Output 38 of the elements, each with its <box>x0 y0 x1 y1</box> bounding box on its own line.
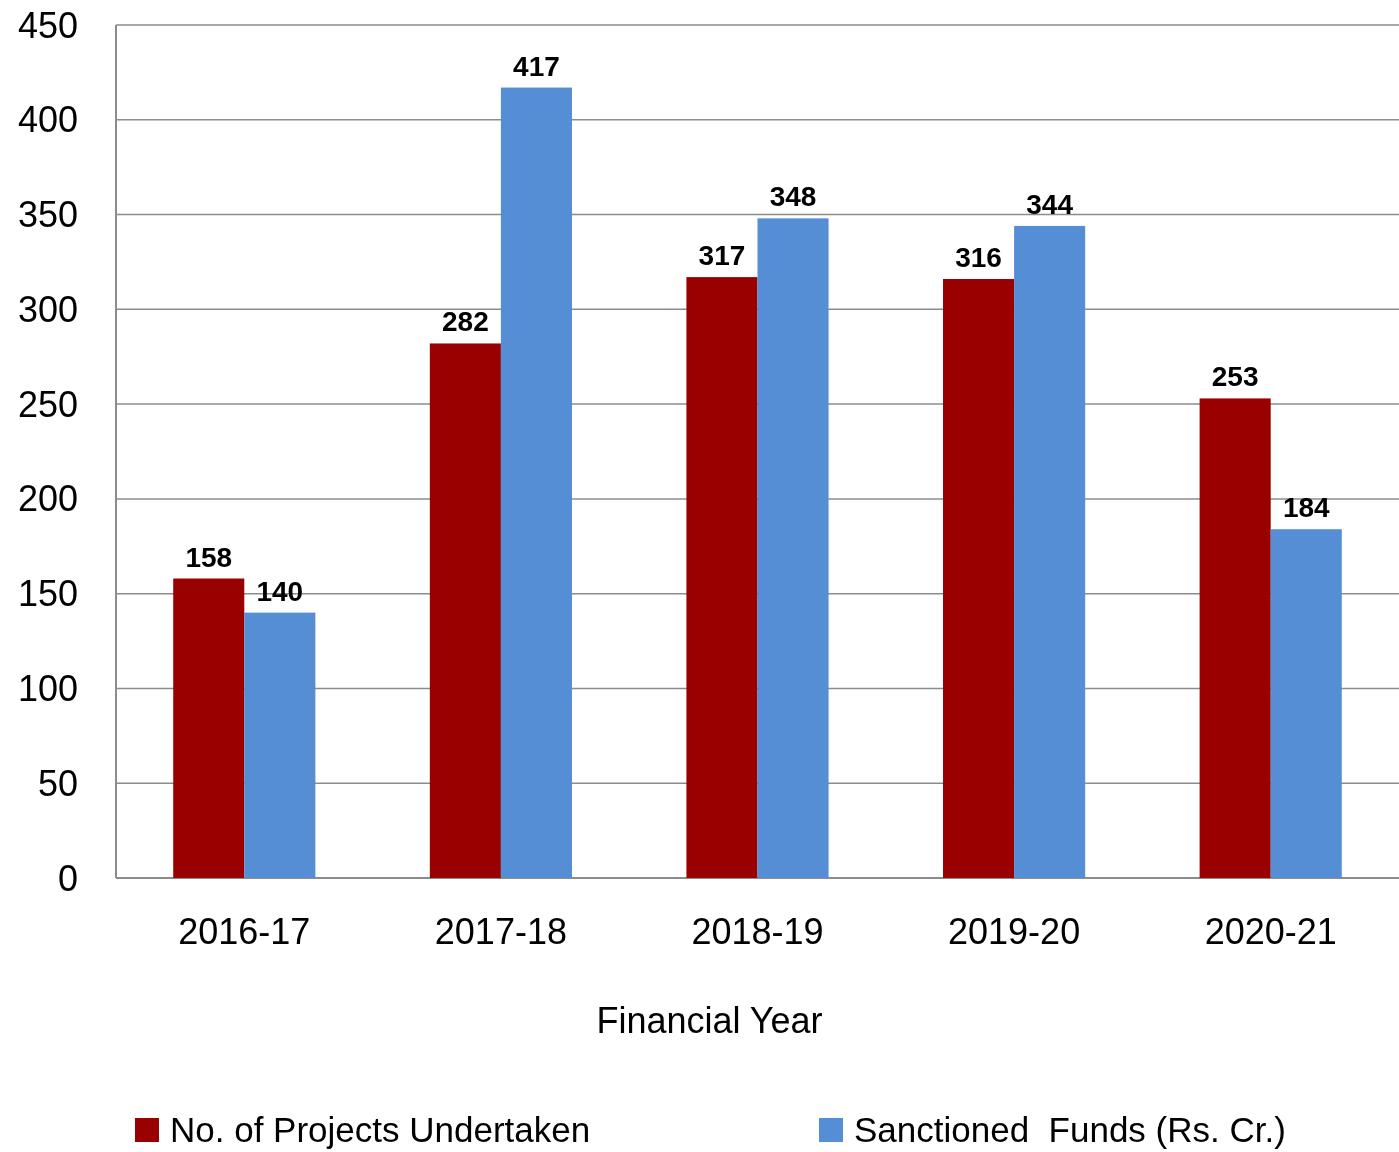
y-tick-label: 250 <box>17 383 78 425</box>
y-tick-label: 300 <box>17 288 78 330</box>
legend-label: Sanctioned Funds (Rs. Cr.) <box>854 1110 1286 1150</box>
bar <box>244 612 316 878</box>
y-tick-label: 50 <box>37 762 78 804</box>
x-tick-label: 2018-19 <box>691 911 824 952</box>
data-label: 348 <box>769 181 817 213</box>
data-label: 282 <box>442 306 489 338</box>
y-tick-label: 100 <box>17 668 78 710</box>
bar <box>429 343 501 878</box>
data-label: 317 <box>698 240 746 272</box>
x-tick-label: 2017-18 <box>434 911 567 952</box>
bar <box>1199 398 1271 878</box>
data-label: 417 <box>513 50 560 82</box>
legend-label: No. of Projects Undertaken <box>170 1110 591 1150</box>
x-tick-label: 2016-17 <box>178 911 311 952</box>
x-tick-label: 2020-21 <box>1204 911 1337 952</box>
data-label: 316 <box>955 242 1002 273</box>
bar <box>686 277 758 878</box>
y-tick-label: 0 <box>57 857 78 899</box>
y-tick-label: 350 <box>17 194 78 236</box>
y-tick-label: 150 <box>17 573 78 615</box>
bar <box>500 87 572 878</box>
bar <box>1270 529 1342 878</box>
y-tick-label: 200 <box>17 478 78 520</box>
data-label: 184 <box>1282 492 1331 524</box>
y-tick-label: 450 <box>17 4 78 46</box>
bar <box>757 218 829 878</box>
data-label: 253 <box>1211 361 1259 393</box>
y-tick-label: 400 <box>17 99 78 141</box>
x-tick-label: 2019-20 <box>948 911 1081 952</box>
bar <box>943 279 1015 878</box>
x-axis-title: Financial Year <box>596 1000 823 1041</box>
bar <box>173 578 245 878</box>
data-label: 344 <box>1026 188 1074 220</box>
bar <box>1014 225 1086 878</box>
data-label: 140 <box>256 575 304 607</box>
data-label: 158 <box>185 541 233 573</box>
